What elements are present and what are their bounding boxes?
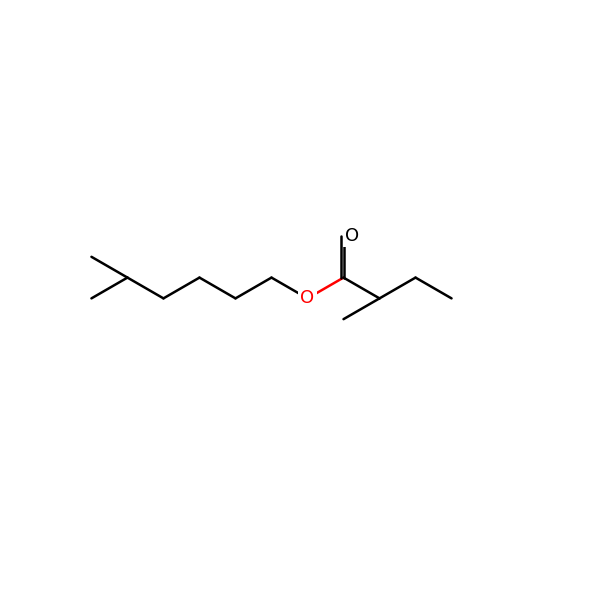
Text: O: O — [301, 289, 314, 307]
Text: O: O — [345, 227, 359, 245]
